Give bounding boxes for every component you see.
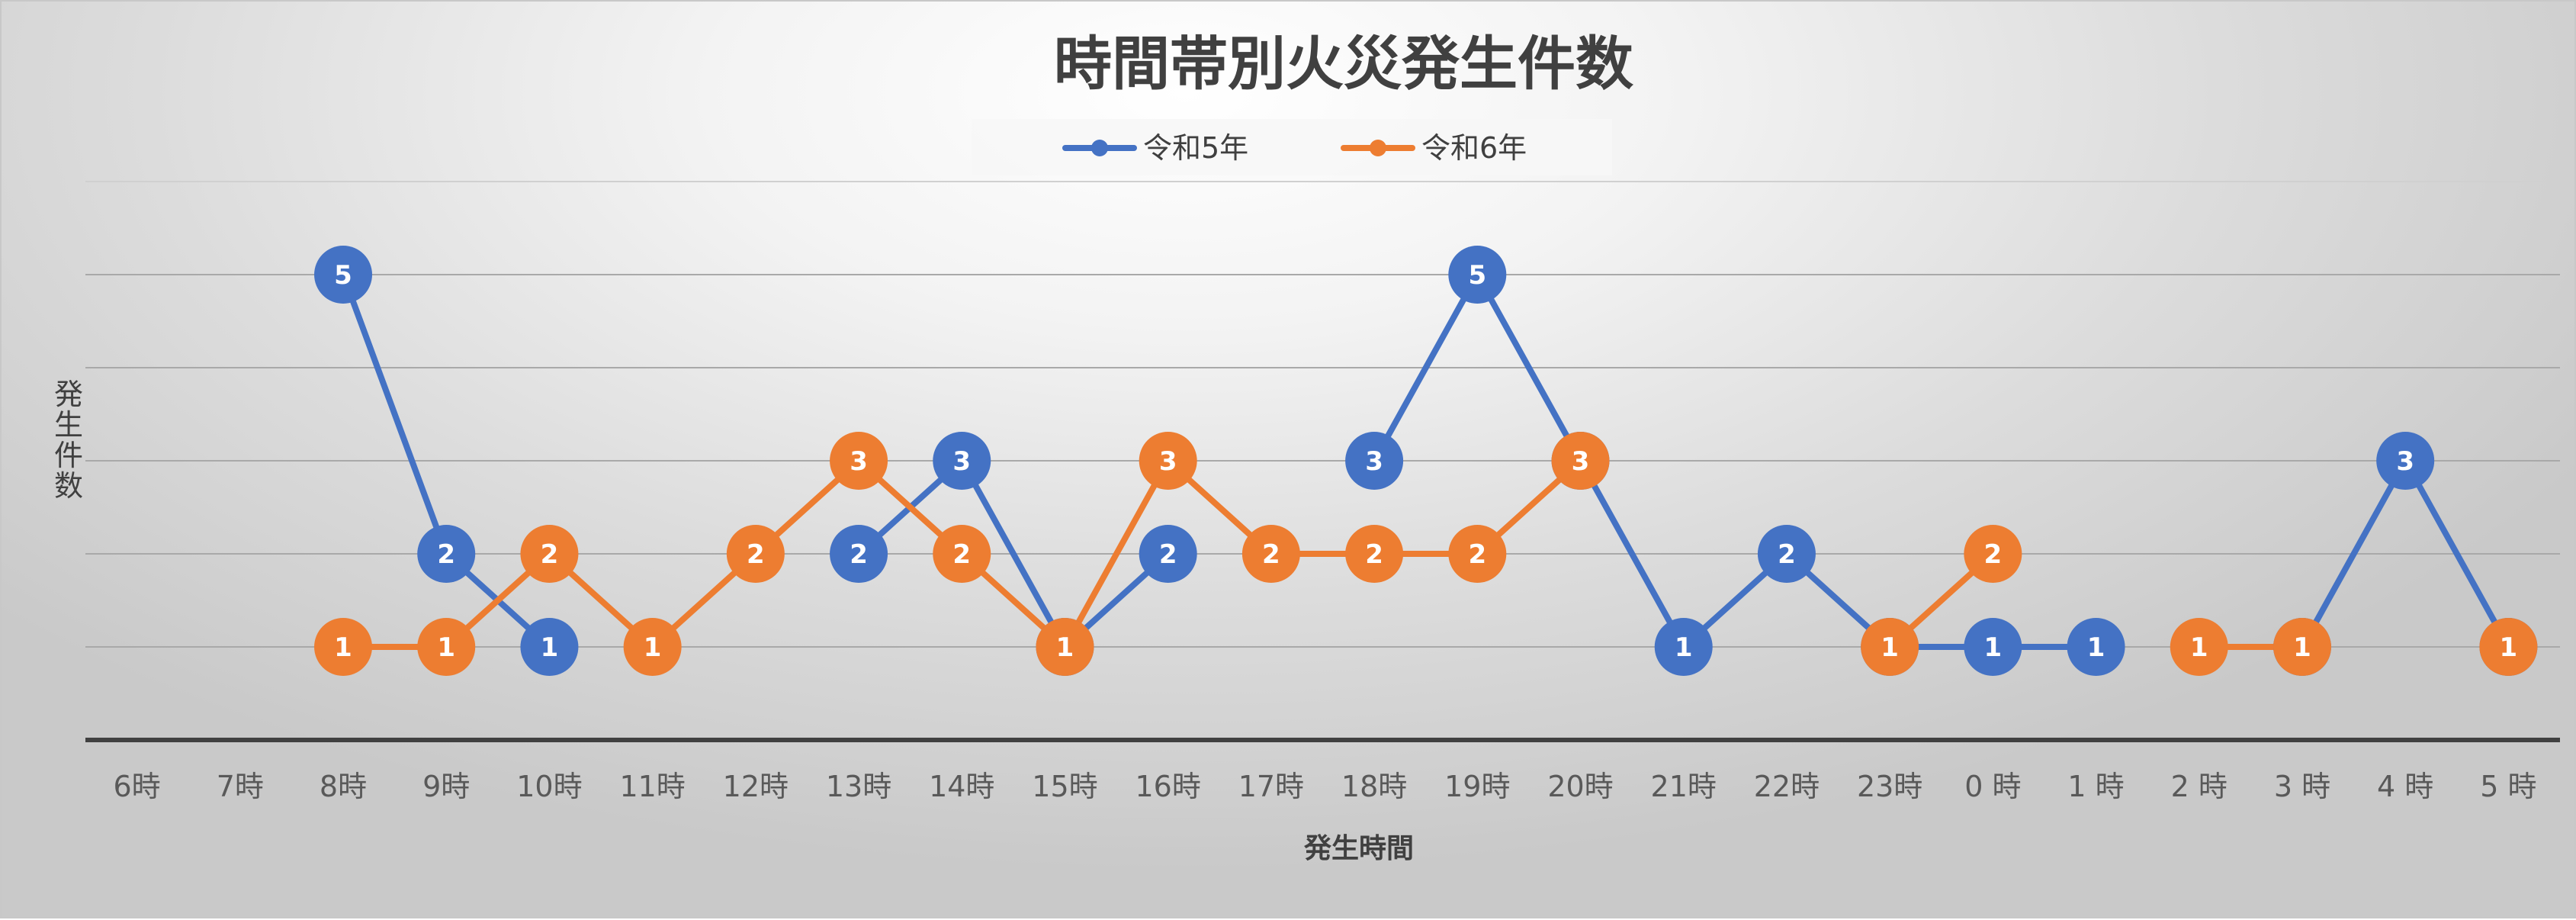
x-tick-label: 11時 bbox=[619, 770, 685, 803]
data-label-series-1: 2 bbox=[850, 539, 868, 570]
x-tick-label: 21時 bbox=[1651, 770, 1717, 803]
data-label-series-2: 1 bbox=[334, 632, 352, 663]
data-label-series-2: 1 bbox=[644, 632, 662, 663]
data-point-series-2 bbox=[1036, 618, 1094, 676]
legend: 令和5年 令和6年 bbox=[972, 119, 1612, 175]
data-label-series-2: 1 bbox=[1881, 632, 1899, 663]
data-point-series-2 bbox=[1861, 618, 1919, 676]
data-label-series-2: 2 bbox=[541, 539, 559, 570]
y-axis-title: 発生件数 bbox=[54, 378, 83, 503]
x-tick-label: 14時 bbox=[929, 770, 994, 803]
data-label-series-2: 2 bbox=[952, 539, 971, 570]
data-label-series-2: 1 bbox=[1056, 632, 1074, 663]
data-point-series-1 bbox=[314, 246, 373, 304]
x-tick-label: 1 時 bbox=[2067, 770, 2124, 803]
data-point-series-1 bbox=[520, 618, 579, 676]
data-point-series-2 bbox=[623, 618, 682, 676]
data-label-series-1: 1 bbox=[1675, 632, 1693, 663]
data-label-series-2: 1 bbox=[2500, 632, 2518, 663]
legend-marker-series-2 bbox=[1370, 140, 1386, 156]
data-point-series-2 bbox=[933, 525, 991, 583]
data-label-series-1: 1 bbox=[2087, 632, 2105, 663]
data-point-series-2 bbox=[1448, 525, 1507, 583]
data-point-series-1 bbox=[1448, 246, 1507, 304]
data-label-series-1: 5 bbox=[334, 260, 352, 291]
data-point-series-1 bbox=[2067, 618, 2125, 676]
data-label-series-1: 2 bbox=[1159, 539, 1177, 570]
data-point-series-2 bbox=[314, 618, 373, 676]
x-tick-label: 19時 bbox=[1444, 770, 1510, 803]
data-point-series-2 bbox=[2170, 618, 2228, 676]
x-tick-label: 4 時 bbox=[2377, 770, 2433, 803]
data-point-series-2 bbox=[1551, 432, 1610, 490]
legend-label-series-1: 令和5年 bbox=[1143, 131, 1248, 165]
x-tick-label: 15時 bbox=[1032, 770, 1097, 803]
data-label-series-2: 2 bbox=[1262, 539, 1280, 570]
data-label-series-2: 2 bbox=[1984, 539, 2003, 570]
x-tick-label: 3 時 bbox=[2274, 770, 2330, 803]
data-point-series-1 bbox=[1964, 618, 2022, 676]
data-label-series-2: 3 bbox=[1159, 446, 1177, 477]
x-tick-label: 23時 bbox=[1857, 770, 1922, 803]
x-tick-label: 18時 bbox=[1341, 770, 1407, 803]
data-label-series-1: 1 bbox=[1984, 632, 2003, 663]
data-label-series-2: 1 bbox=[437, 632, 455, 663]
series-points: 521231235312111131112123213222312111 bbox=[314, 246, 2538, 676]
data-point-series-1 bbox=[1757, 525, 1816, 583]
legend-label-series-2: 令和6年 bbox=[1421, 131, 1527, 165]
x-tick-labels: 6時 7時 8時 9時 10時 11時 12時 13時 14時 15時 16時 17時 18時 19時 20… bbox=[114, 770, 2537, 803]
data-label-series-2: 3 bbox=[850, 446, 868, 477]
data-label-series-2: 1 bbox=[2190, 632, 2208, 663]
x-tick-label: 22時 bbox=[1754, 770, 1820, 803]
x-tick-label: 2 時 bbox=[2171, 770, 2228, 803]
data-point-series-2 bbox=[1345, 525, 1404, 583]
data-point-series-1 bbox=[1345, 432, 1404, 490]
data-point-series-2 bbox=[1241, 525, 1300, 583]
chart-title: 時間帯別火災発生件数 bbox=[1054, 30, 1633, 98]
data-point-series-1 bbox=[1139, 525, 1197, 583]
data-point-series-1 bbox=[830, 525, 888, 583]
data-label-series-2: 3 bbox=[1572, 446, 1590, 477]
x-tick-label: 16時 bbox=[1135, 770, 1201, 803]
data-point-series-2 bbox=[1139, 432, 1197, 490]
x-tick-label: 17時 bbox=[1238, 770, 1304, 803]
data-point-series-1 bbox=[2376, 432, 2435, 490]
x-axis-title: 発生時間 bbox=[1304, 833, 1414, 864]
x-tick-label: 13時 bbox=[826, 770, 891, 803]
data-point-series-2 bbox=[417, 618, 476, 676]
data-point-series-2 bbox=[2272, 618, 2331, 676]
data-point-series-2 bbox=[830, 432, 888, 490]
data-label-series-1: 2 bbox=[437, 539, 455, 570]
data-point-series-1 bbox=[417, 525, 476, 583]
x-tick-label: 8時 bbox=[320, 770, 367, 803]
data-label-series-2: 2 bbox=[1468, 539, 1486, 570]
data-label-series-2: 2 bbox=[747, 539, 765, 570]
x-tick-label: 7時 bbox=[217, 770, 264, 803]
data-label-series-1: 3 bbox=[1365, 446, 1383, 477]
data-label-series-2: 1 bbox=[2293, 632, 2311, 663]
data-point-series-2 bbox=[2479, 618, 2538, 676]
data-point-series-2 bbox=[520, 525, 579, 583]
data-point-series-2 bbox=[726, 525, 785, 583]
data-label-series-1: 3 bbox=[2396, 446, 2414, 477]
data-point-series-1 bbox=[1654, 618, 1713, 676]
data-label-series-2: 2 bbox=[1365, 539, 1383, 570]
x-tick-label: 5 時 bbox=[2480, 770, 2536, 803]
legend-marker-series-1 bbox=[1091, 140, 1108, 156]
x-tick-label: 12時 bbox=[723, 770, 789, 803]
x-tick-label: 10時 bbox=[516, 770, 582, 803]
data-label-series-1: 5 bbox=[1468, 260, 1486, 291]
data-point-series-1 bbox=[933, 432, 991, 490]
data-label-series-1: 2 bbox=[1778, 539, 1796, 570]
data-label-series-1: 1 bbox=[541, 632, 559, 663]
data-label-series-1: 3 bbox=[952, 446, 971, 477]
x-tick-label: 6時 bbox=[114, 770, 161, 803]
data-point-series-2 bbox=[1964, 525, 2022, 583]
x-tick-label: 9時 bbox=[422, 770, 470, 803]
x-tick-label: 20時 bbox=[1547, 770, 1613, 803]
x-tick-label: 0 時 bbox=[1964, 770, 2021, 803]
